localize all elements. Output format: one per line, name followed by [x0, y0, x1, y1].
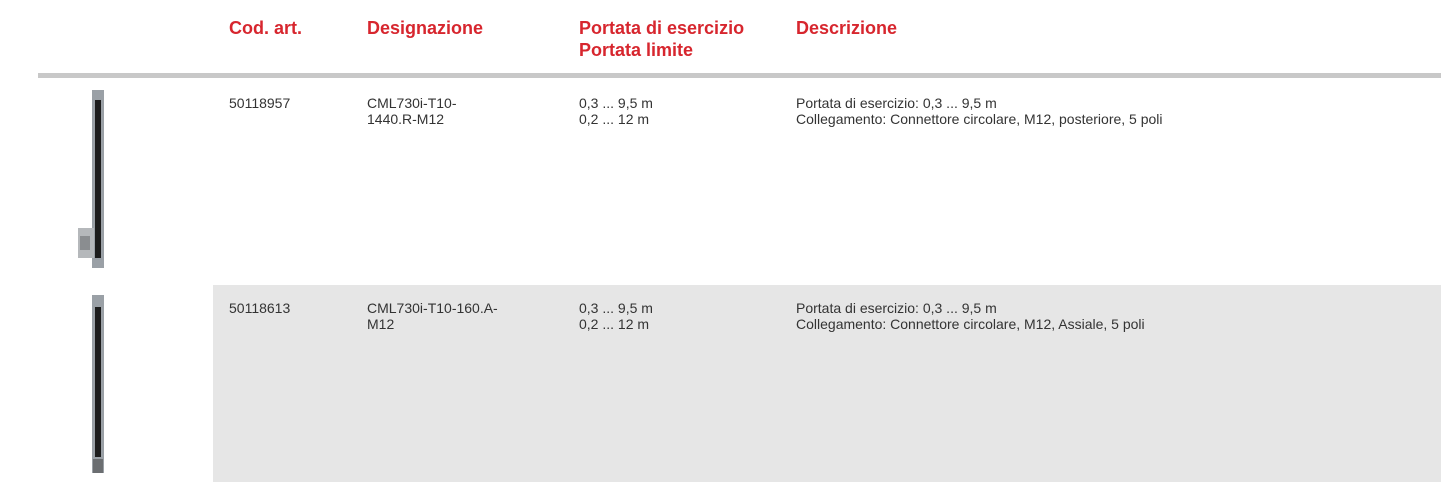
cell-code: 50118957 — [229, 95, 291, 111]
cell-range: 0,3 ... 9,5 m 0,2 ... 12 m — [579, 300, 653, 332]
text-line: 0,2 ... 12 m — [579, 111, 650, 127]
table-row: 50118613 CML730i-T10-160.A- M12 0,3 ... 9,5… — [0, 285, 1441, 482]
cell-description: Portata di esercizio: 0,3 ... 9,5 m Colle… — [796, 95, 1163, 127]
cell-designation: CML730i-T10-160.A- M12 — [367, 300, 498, 332]
text-line: Descrizione — [796, 18, 898, 38]
text-line: Portata di esercizio: 0,3 ... 9,5 m — [796, 95, 997, 111]
column-header: Portata di esercizio Portata limite — [579, 17, 744, 61]
cell-code: 50118613 — [229, 300, 291, 316]
product-image — [92, 295, 104, 473]
text-line: M12 — [367, 316, 395, 332]
column-header: Descrizione — [796, 17, 897, 39]
text-line: Cod. art. — [229, 18, 303, 38]
text-line: Portata limite — [579, 40, 694, 60]
column-header: Cod. art. — [229, 17, 302, 39]
text-line: Portata di esercizio — [579, 18, 745, 38]
text-line: Designazione — [367, 18, 484, 38]
text-line: CML730i-T10- — [367, 95, 457, 111]
text-line: Collegamento: Connettore circolare, M12,… — [796, 111, 1163, 127]
text-line: CML730i-T10-160.A- — [367, 300, 498, 316]
column-header: Designazione — [367, 17, 483, 39]
text-line: 0,2 ... 12 m — [579, 316, 650, 332]
row-background — [213, 285, 1441, 482]
product-image — [78, 90, 104, 268]
text-line: 0,3 ... 9,5 m — [579, 300, 653, 316]
cell-range: 0,3 ... 9,5 m 0,2 ... 12 m — [579, 95, 653, 127]
text-line: Portata di esercizio: 0,3 ... 9,5 m — [796, 300, 997, 316]
header-rule — [38, 73, 1441, 78]
row-background — [213, 80, 1441, 285]
text-line: Collegamento: Connettore circolare, M12,… — [796, 316, 1145, 332]
cell-designation: CML730i-T10- 1440.R-M12 — [367, 95, 456, 127]
text-line: 0,3 ... 9,5 m — [579, 95, 653, 111]
table-row: 50118957 CML730i-T10- 1440.R-M12 0,3 ... 9,… — [0, 80, 1441, 285]
cell-description: Portata di esercizio: 0,3 ... 9,5 m Colle… — [796, 300, 1145, 332]
text-line: 1440.R-M12 — [367, 111, 445, 127]
